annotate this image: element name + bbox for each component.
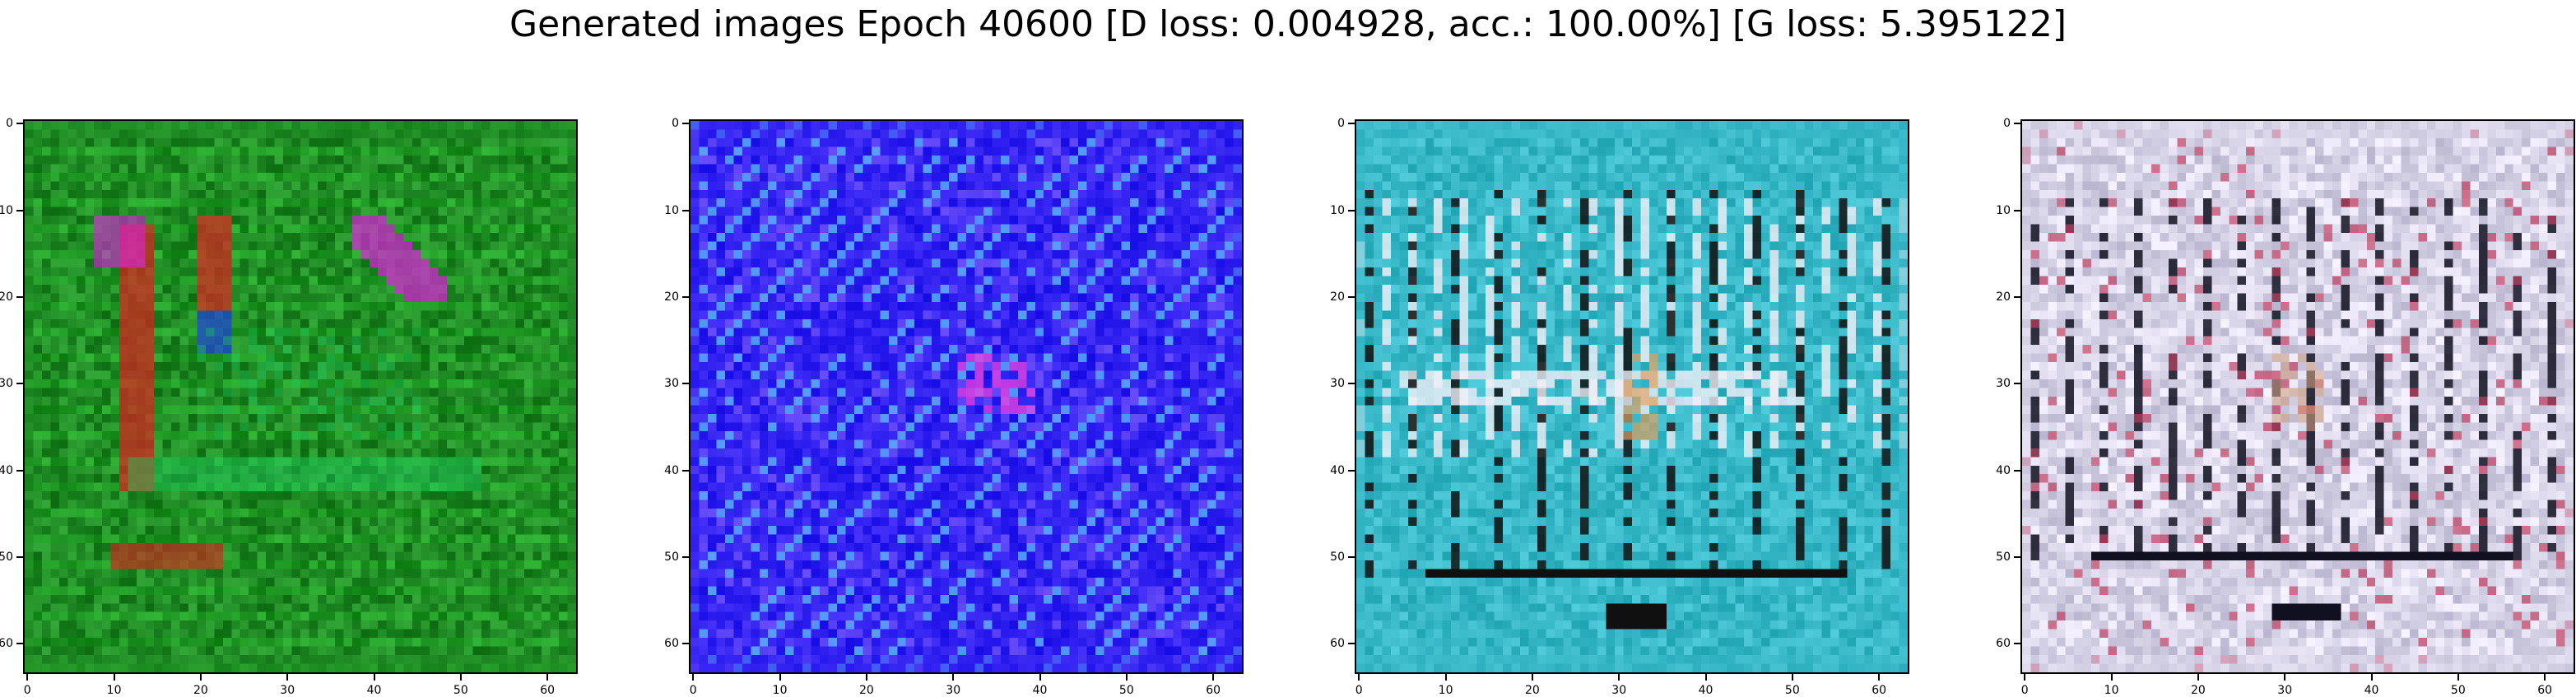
x-tick-mark [1792,674,1793,681]
y-tick-mark [682,210,689,211]
y-tick-mark [682,123,689,124]
pixel-grid [25,121,576,672]
generated-image-3 [1355,119,1909,674]
x-tick-mark [286,674,288,681]
y-tick-mark [1348,643,1355,644]
y-tick-label: 20 [658,290,679,304]
y-tick-label: 0 [1989,117,2011,130]
y-tick-label: 60 [1323,637,1345,650]
x-tick-mark [1039,674,1041,681]
y-tick-mark [2014,556,2020,558]
x-tick-mark [1532,674,1533,681]
y-tick-mark [682,470,689,472]
y-tick-mark [16,383,23,384]
y-tick-label: 40 [1989,464,2011,477]
x-tick-mark [26,674,28,681]
x-tick-mark [1212,674,1214,681]
x-tick-mark [866,674,867,681]
y-tick-mark [1348,556,1355,558]
y-tick-mark [2014,210,2020,211]
x-tick-mark [2111,674,2113,681]
y-tick-label: 60 [1989,637,2011,650]
pixel-grid [1356,121,1908,672]
figure-title: Generated images Epoch 40600 [D loss: 0.… [0,0,2576,49]
x-tick-mark [2024,674,2025,681]
generated-image-2 [689,119,1244,674]
x-tick-mark [1445,674,1447,681]
y-tick-mark [16,123,23,124]
y-tick-label: 50 [0,551,13,564]
x-tick-mark [2457,674,2459,681]
x-tick-mark [460,674,462,681]
y-tick-label: 10 [658,204,679,217]
y-tick-mark [2014,296,2020,298]
y-tick-mark [682,383,689,384]
x-tick-mark [2197,674,2199,681]
generated-image-1 [23,119,578,674]
y-tick-mark [16,643,23,644]
y-tick-label: 30 [1323,377,1345,390]
y-tick-mark [2014,470,2020,472]
y-tick-mark [16,470,23,472]
x-tick-mark [1878,674,1880,681]
y-tick-label: 30 [1989,377,2011,390]
x-tick-mark [546,674,548,681]
y-tick-label: 10 [1323,204,1345,217]
x-tick-mark [1618,674,1620,681]
x-tick-mark [114,674,115,681]
y-tick-label: 20 [1323,290,1345,304]
y-tick-label: 0 [658,117,679,130]
y-tick-mark [16,296,23,298]
x-tick-mark [2544,674,2546,681]
y-tick-mark [2014,383,2020,384]
x-tick-mark [374,674,375,681]
y-tick-label: 0 [0,117,13,130]
y-tick-mark [1348,123,1355,124]
pixel-grid [2022,121,2574,672]
y-tick-label: 40 [1323,464,1345,477]
y-tick-label: 20 [1989,290,2011,304]
y-tick-mark [1348,210,1355,211]
y-tick-mark [682,556,689,558]
y-tick-label: 30 [0,377,13,390]
y-tick-label: 30 [658,377,679,390]
y-tick-label: 50 [658,551,679,564]
y-tick-mark [1348,383,1355,384]
y-tick-mark [682,643,689,644]
y-tick-mark [1348,296,1355,298]
y-tick-label: 50 [1323,551,1345,564]
y-tick-mark [682,296,689,298]
pixel-grid [690,121,1242,672]
y-tick-label: 0 [1323,117,1345,130]
y-tick-mark [16,210,23,211]
x-tick-mark [779,674,781,681]
x-tick-mark [952,674,954,681]
y-tick-label: 10 [1989,204,2011,217]
y-tick-label: 20 [0,290,13,304]
y-tick-label: 40 [658,464,679,477]
y-tick-label: 60 [0,637,13,650]
x-tick-mark [2284,674,2285,681]
x-tick-mark [692,674,694,681]
x-tick-mark [1705,674,1707,681]
x-tick-mark [2371,674,2373,681]
y-tick-mark [16,556,23,558]
y-tick-label: 50 [1989,551,2011,564]
y-tick-mark [2014,643,2020,644]
generated-image-4 [2020,119,2575,674]
x-tick-mark [200,674,202,681]
y-tick-label: 10 [0,204,13,217]
y-tick-label: 60 [658,637,679,650]
y-tick-label: 40 [0,464,13,477]
y-tick-mark [2014,123,2020,124]
x-tick-mark [1126,674,1128,681]
y-tick-mark [1348,470,1355,472]
x-tick-mark [1358,674,1360,681]
